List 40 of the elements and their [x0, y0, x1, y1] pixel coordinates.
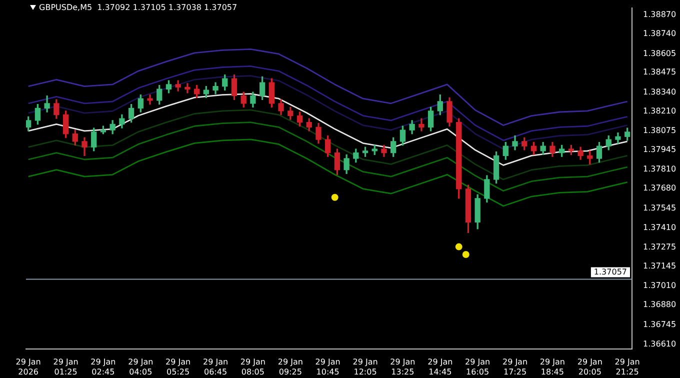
ref-line-label: 1.37057	[594, 267, 628, 276]
y-tick-label: 1.36745	[643, 320, 676, 329]
y-tick-label: 1.37680	[643, 184, 676, 193]
x-tick-label: 29 Jan 10:45	[315, 358, 340, 376]
point	[331, 194, 338, 201]
y-tick-label: 1.37010	[643, 281, 676, 290]
x-tick-label: 29 Jan 20:05	[577, 358, 602, 376]
y-tick-label: 1.38870	[643, 10, 676, 20]
x-tick-label: 29 Jan 02:45	[90, 358, 116, 376]
x-tick-label: 29 Jan 21:25	[614, 358, 640, 376]
x-tick-label: 29 Jan 01:25	[53, 358, 78, 376]
point	[455, 243, 462, 250]
y-tick-label: 1.38075	[643, 126, 676, 136]
x-tick-label: 29 Jan 17:25	[502, 358, 528, 376]
y-tick-label: 1.38475	[643, 68, 676, 77]
y-tick-label: 1.38210	[643, 106, 676, 116]
y-tick-label: 1.37810	[643, 164, 676, 174]
y-tick-label: 1.37275	[643, 242, 676, 252]
x-tick-label: 29 Jan 12:05	[352, 358, 378, 376]
y-tick-label: 1.38605	[643, 48, 676, 58]
x-tick-label: 29 Jan 09:25	[278, 358, 303, 376]
x-tick-label: 29 Jan 13:25	[390, 358, 416, 376]
chart-title: GBPUSDe,M5 1.37092 1.37105 1.37038 1.37057	[39, 3, 238, 12]
x-tick-label: 29 Jan 04:05	[128, 358, 154, 376]
y-tick-label: 1.36880	[643, 300, 676, 310]
y-tick-label: 1.37145	[643, 262, 676, 271]
y-tick-label: 1.37945	[643, 144, 676, 154]
x-tick-label: 29 Jan 18:45	[540, 358, 565, 376]
y-tick-label: 1.38740	[643, 29, 676, 38]
x-tick-label: 29 Jan 06:45	[202, 358, 228, 376]
x-tick-label: 29 Jan 14:45	[428, 358, 453, 376]
y-tick-label: 1.38340	[643, 87, 676, 96]
y-tick-label: 1.36610	[643, 340, 676, 349]
point	[462, 251, 470, 258]
x-tick-label: 29 Jan 05:25	[166, 358, 191, 376]
y-tick-label: 1.37545	[643, 203, 676, 212]
y-tick-label: 1.37410	[643, 222, 676, 232]
x-tick-label: 29 Jan 16:05	[465, 358, 490, 376]
x-tick-label: 29 Jan 08:05	[240, 358, 266, 376]
x-tick-label: 29 Jan 2026	[16, 358, 41, 376]
